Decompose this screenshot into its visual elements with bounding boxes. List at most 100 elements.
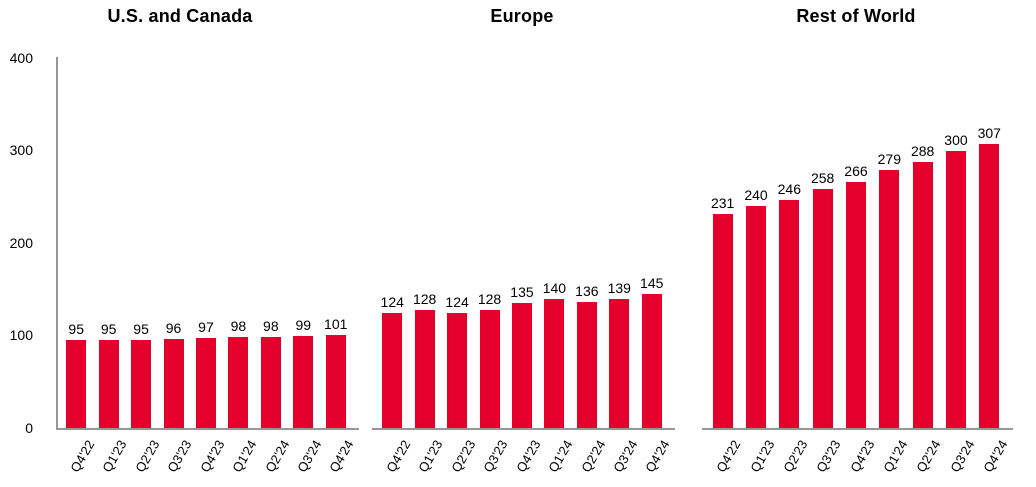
bar [131,340,152,428]
bar-slot: 307 Q4'24 [973,58,1011,475]
x-tick-label: Q4'23 [512,437,544,475]
x-tick-label: Q1'24 [880,437,911,475]
x-tick-label: Q4'22 [67,437,98,475]
bar-slot: 99 Q3'24 [287,58,324,475]
x-tick-label: Q1'23 [99,437,130,475]
bar [745,206,766,428]
bar-slot: 98 Q1'24 [222,58,260,475]
chart-title: Rest of World [796,6,916,26]
bar-slot: 124 Q2'23 [441,58,478,475]
x-tick-label: Q3'23 [813,437,844,475]
bar-value-label: 300 [944,131,968,148]
bar [712,214,733,428]
bar-value-label: 98 [230,318,247,335]
bar-value-label: 240 [744,187,768,203]
bar-value-label: 139 [607,280,631,297]
bar [325,334,346,428]
x-tick-label: Q1'23 [746,437,778,475]
bar-value-label: 124 [380,294,404,311]
bar-slot: 96 Q3'23 [157,58,195,475]
x-tick-label: Q3'24 [610,437,641,475]
bar-slot: 231 Q4'22 [706,58,744,475]
bar-value-label: 258 [810,170,835,187]
x-tick-label: Q3'24 [294,437,325,475]
bar-slot: 98 Q2'24 [255,58,292,475]
plot-area: 95 Q4'22 95 Q1'23 95 Q2'23 96 Q3'23 97 Q4'23 98 Q1'… [56,58,359,475]
bar-slot: 97 Q4'23 [190,58,227,475]
bar-slot: 101 Q4'24 [320,58,357,475]
bar [641,293,662,428]
y-tick-label: 200 [9,235,33,251]
bar-value-label: 95 [68,321,84,338]
bar [293,336,314,428]
bar-slot: 240 Q1'23 [739,58,777,475]
bar-value-label: 145 [640,274,664,291]
chart-panel-us-canada: U.S. and Canada 400 300 200 100 0 95 Q4'2… [0,0,360,487]
x-tick-label: Q2'23 [132,437,163,475]
bar [163,339,184,428]
bar [544,298,565,428]
bar [609,299,630,428]
bar-slot: 139 Q3'24 [603,58,641,475]
bar-value-label: 136 [575,283,599,300]
chart-panel-rest-of-world: Rest of World 231 Q4'22 240 Q1'23 246 Q2'23 25… [695,0,1020,487]
bar-slot: 128 Q1'23 [408,58,446,475]
y-tick-label: 400 [9,50,33,66]
plot-area: 124 Q4'22 128 Q1'23 124 Q2'23 128 Q3'23 135 Q4'23… [372,58,675,475]
bar-value-label: 95 [133,321,149,338]
bar [414,309,435,428]
bar [779,200,800,428]
bar-value-label: 135 [510,284,534,301]
x-tick-label: Q2'23 [448,437,479,475]
y-axis-tick-labels: 400 300 200 100 0 [0,0,33,487]
x-tick-label: Q2'24 [913,437,944,475]
x-tick-label: Q3'24 [946,437,978,475]
bar-value-label: 140 [542,279,567,296]
bar-slot: 124 Q4'22 [376,58,414,475]
chart-panel-europe: Europe 124 Q4'22 128 Q1'23 124 Q2'23 128 Q3'23 1… [365,0,675,487]
bar [945,150,966,428]
x-tick-label: Q4'22 [383,437,414,475]
x-tick-label: Q1'24 [229,437,260,475]
bar [260,337,281,428]
bars-container: 231 Q4'22 240 Q1'23 246 Q2'23 258 Q3'23 266 Q4'23… [706,58,1011,475]
bar [979,144,1000,428]
bar-value-label: 266 [844,162,868,179]
bar [511,303,532,428]
bar-value-label: 279 [877,150,901,167]
bar-slot: 140 Q1'24 [538,58,576,475]
bar-slot: 266 Q4'23 [839,58,877,474]
bar-value-label: 128 [477,290,502,307]
x-tick-label: Q2'24 [577,437,608,475]
bar [195,338,216,428]
y-tick-label: 100 [9,327,33,343]
x-tick-label: Q2'23 [780,437,811,475]
bar-slot: 288 Q2'24 [906,58,944,475]
bar [845,181,866,428]
bar-slot: 95 Q4'22 [60,58,97,475]
bar [447,313,468,428]
x-tick-label: Q1'23 [415,437,446,475]
y-axis-line [56,57,58,430]
bar [98,340,119,428]
x-tick-label: Q4'23 [846,437,878,475]
bar [66,340,87,428]
bar-value-label: 246 [777,181,801,198]
bar-slot: 279 Q1'24 [873,58,911,474]
bar-slot: 300 Q3'24 [939,58,977,475]
bar-value-label: 101 [324,315,348,332]
bars-container: 95 Q4'22 95 Q1'23 95 Q2'23 96 Q3'23 97 Q4'23 98 Q1'… [60,58,357,475]
bar [912,161,933,428]
bar [382,313,403,428]
bar-value-label: 96 [165,320,182,337]
x-tick-label: Q4'24 [642,437,673,475]
x-tick-label: Q4'24 [980,437,1011,475]
bar-slot: 95 Q1'23 [92,58,130,475]
bar-value-label: 97 [198,319,214,336]
bar [228,337,249,428]
bar-value-label: 124 [445,294,469,311]
bar [576,302,597,428]
x-tick-label: Q1'24 [545,437,576,475]
bar-slot: 136 Q2'24 [571,58,608,475]
